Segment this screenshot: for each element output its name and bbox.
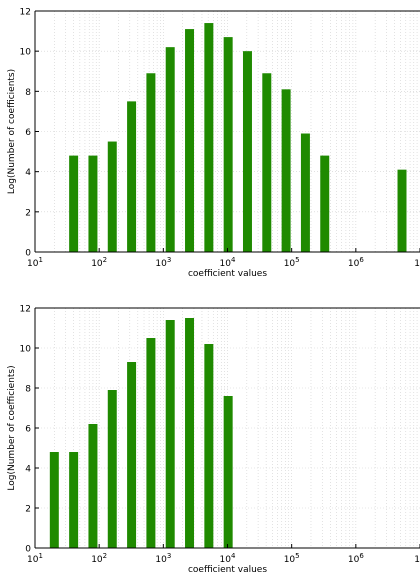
y-tick-label: 6	[25, 128, 31, 138]
x-tick-label: 102	[91, 256, 107, 269]
x-tick-label: 105	[284, 256, 300, 269]
y-tick-label: 2	[25, 208, 31, 218]
histogram-bar	[204, 23, 214, 252]
histogram-bar	[185, 318, 195, 548]
x-tick-label: 10	[414, 555, 420, 565]
x-tick-label: 101	[27, 256, 43, 269]
x-axis-label: coefficient values	[188, 565, 267, 574]
histogram-bar	[107, 141, 117, 252]
x-tick-label: 106	[348, 552, 364, 565]
bars	[49, 318, 233, 548]
x-tick-label: 103	[155, 256, 171, 269]
x-axis-label: coefficient values	[188, 269, 267, 279]
y-tick-label: 8	[25, 88, 31, 98]
y-tick-label: 8	[25, 385, 31, 395]
histogram-bar	[223, 37, 233, 252]
x-tick-label: 101	[27, 552, 43, 565]
x-tick-label: 104	[220, 552, 236, 565]
histogram-bar	[165, 47, 175, 253]
y-axis-label: Log(Number of coefficients)	[7, 69, 17, 194]
y-tick-label: 10	[20, 48, 32, 58]
histogram-bar	[242, 51, 252, 252]
histogram-bar	[127, 101, 137, 252]
y-tick-label: 12	[20, 305, 31, 315]
y-tick-label: 4	[25, 168, 31, 178]
histogram-bar	[165, 320, 175, 548]
x-tick-label: 10	[414, 259, 420, 269]
histogram-bar	[88, 424, 98, 548]
y-tick-label: 12	[20, 8, 31, 18]
histogram-bar	[127, 362, 137, 548]
y-tick-label: 6	[25, 425, 31, 435]
histogram-bar	[397, 169, 407, 252]
bars	[69, 23, 407, 253]
chart-svg-top: 0 2 4 6 8 10 12 101 102 103 104 105 106 10 coefficient…	[7, 8, 420, 279]
y-tick-label: 10	[20, 345, 32, 355]
histogram-bar	[146, 73, 156, 252]
histogram-chart-top: 0 2 4 6 8 10 12 101 102 103 104 105 106 10 coefficient…	[7, 8, 420, 279]
y-tick-label: 2	[25, 505, 31, 515]
y-tick-label: 0	[25, 249, 31, 259]
histogram-bar	[320, 155, 330, 252]
x-tick-label: 106	[348, 256, 364, 269]
histogram-chart-bottom: 0 2 4 6 8 10 12 101 102 103 104 105 106 10 coefficient…	[0, 287, 420, 574]
histogram-bar	[49, 452, 59, 548]
y-tick-label: 4	[25, 465, 31, 475]
y-axis-label: Log(Number of coefficients)	[7, 365, 17, 490]
x-tick-label: 105	[284, 552, 300, 565]
x-tick-label: 104	[220, 256, 236, 269]
histogram-bar	[204, 344, 214, 548]
histogram-bar	[281, 89, 291, 252]
x-tick-label: 102	[91, 552, 107, 565]
histogram-bar	[185, 29, 195, 253]
histogram-bar	[223, 396, 233, 548]
x-tick-label: 103	[155, 552, 171, 565]
histogram-bar	[69, 155, 79, 252]
chart-svg-bottom: 0 2 4 6 8 10 12 101 102 103 104 105 106 10 coefficient…	[7, 305, 420, 574]
histogram-bar	[146, 338, 156, 548]
histogram-bar	[107, 390, 117, 548]
histogram-bar	[88, 155, 98, 252]
histogram-bar	[69, 452, 79, 548]
histogram-bar	[262, 73, 272, 252]
histogram-bar	[300, 133, 310, 252]
y-tick-label: 0	[25, 545, 31, 555]
